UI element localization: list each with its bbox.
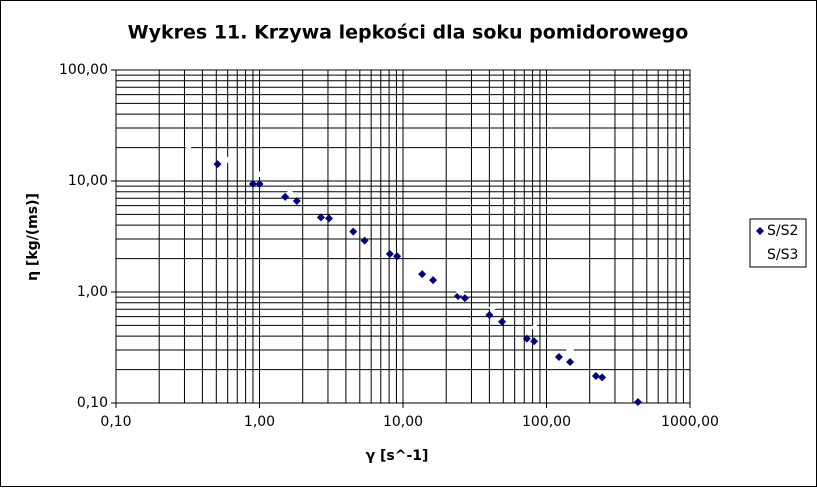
point <box>254 170 263 179</box>
plot-border <box>115 69 691 404</box>
point <box>316 213 325 222</box>
point <box>360 236 369 245</box>
point <box>349 227 358 236</box>
legend-label: S/S3 <box>767 247 798 263</box>
x-tick-label: 10,00 <box>383 414 423 430</box>
x-axis-label: γ [s^-1] <box>366 448 429 464</box>
point <box>292 197 301 206</box>
x-tick-label: 0,10 <box>100 414 131 430</box>
x-tick-label: 1,00 <box>244 414 275 430</box>
point <box>213 160 222 169</box>
chart-title: Wykres 11. Krzywa lepkości dla soku pomi… <box>128 22 689 44</box>
y-axis-label: η [kg/(ms)] <box>25 193 41 281</box>
point <box>393 252 402 261</box>
point <box>530 337 539 346</box>
y-tick-label: 0,10 <box>77 395 108 411</box>
point <box>566 358 575 367</box>
y-tick-label: 100,00 <box>59 62 108 78</box>
y-tick-label: 10,00 <box>68 173 108 189</box>
point <box>385 249 394 258</box>
point <box>566 346 575 355</box>
legend-marker <box>756 251 764 259</box>
point <box>248 179 257 188</box>
point <box>222 155 231 164</box>
legend-label: S/S2 <box>767 223 798 239</box>
point <box>591 372 600 381</box>
point <box>485 311 494 320</box>
point <box>255 179 264 188</box>
point <box>456 288 465 296</box>
y-tick-label: 1,00 <box>77 284 108 300</box>
point <box>324 214 333 223</box>
legend-marker <box>756 227 764 235</box>
point <box>429 276 438 285</box>
point <box>488 303 497 312</box>
point <box>460 294 469 303</box>
point <box>418 270 427 279</box>
x-tick-label: 1000,00 <box>661 414 719 430</box>
point <box>522 334 531 343</box>
point <box>281 192 290 201</box>
point <box>598 373 607 382</box>
x-tick-label: 100,00 <box>522 414 571 430</box>
point <box>530 323 539 332</box>
legend-box <box>749 218 807 268</box>
point <box>633 398 642 407</box>
point <box>184 142 193 151</box>
point <box>285 188 294 197</box>
point <box>554 352 563 361</box>
point <box>498 317 507 326</box>
